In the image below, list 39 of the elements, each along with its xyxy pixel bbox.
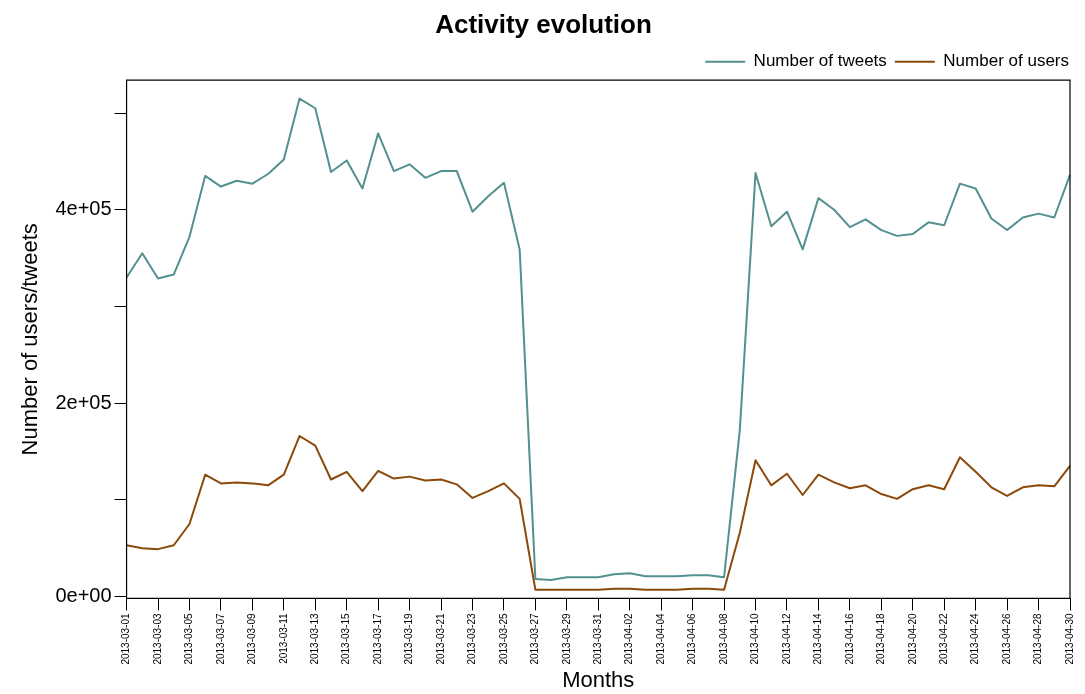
x-tick-label: 2013-03-17 <box>371 613 383 665</box>
x-tick-label: 2013-03-09 <box>246 613 258 665</box>
legend-label: Number of tweets <box>753 51 887 71</box>
x-tick-label: 2013-03-19 <box>403 613 415 665</box>
x-tick-label: 2013-03-03 <box>151 613 163 665</box>
x-tick-label: 2013-04-26 <box>1000 613 1012 665</box>
x-tick-label: 2013-04-12 <box>780 613 792 665</box>
x-tick-label: 2013-03-21 <box>434 613 446 665</box>
y-tick-label: 4e+05 <box>55 197 112 220</box>
x-tick-label: 2013-03-31 <box>592 613 604 665</box>
x-tick-label: 2013-04-24 <box>969 613 981 665</box>
x-tick-label: 2013-03-15 <box>340 613 352 665</box>
x-axis-title: Months <box>562 666 635 692</box>
x-tick-label: 2013-03-25 <box>497 613 509 665</box>
x-tick-label: 2013-03-27 <box>529 613 541 665</box>
x-tick-label: 2013-03-11 <box>277 613 289 664</box>
x-tick-label: 2013-04-02 <box>623 613 635 665</box>
x-tick-label: 2013-04-18 <box>875 613 887 665</box>
x-tick-label: 2013-03-05 <box>183 613 195 665</box>
x-tick-label: 2013-04-16 <box>843 613 855 665</box>
y-axis-title: Number of users/tweets <box>17 223 43 456</box>
x-tick-label: 2013-03-07 <box>214 613 226 665</box>
x-tick-label: 2013-04-04 <box>654 613 666 665</box>
x-tick-label: 2013-04-30 <box>1063 613 1075 665</box>
x-tick-label: 2013-04-14 <box>812 613 824 665</box>
x-tick-label: 2013-04-06 <box>686 613 698 665</box>
x-tick-label: 2013-04-20 <box>906 613 918 665</box>
x-tick-label: 2013-03-23 <box>466 613 478 665</box>
chart-title: Activity evolution <box>435 8 652 39</box>
x-tick-label: 2013-04-22 <box>937 613 949 665</box>
x-tick-label: 2013-03-01 <box>120 613 132 665</box>
y-tick-label: 0e+00 <box>55 584 112 607</box>
legend-label: Number of users <box>943 51 1070 71</box>
y-tick-label: 2e+05 <box>55 390 112 413</box>
x-tick-label: 2013-03-29 <box>560 613 572 665</box>
x-tick-label: 2013-03-13 <box>309 613 321 665</box>
x-tick-label: 2013-04-08 <box>717 613 729 665</box>
x-tick-label: 2013-04-28 <box>1032 613 1044 665</box>
x-tick-label: 2013-04-10 <box>749 613 761 665</box>
